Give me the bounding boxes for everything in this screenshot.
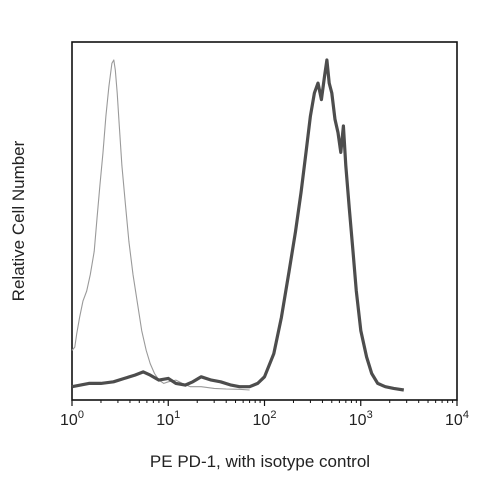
histogram-series-2 <box>71 58 405 392</box>
y-axis-label: Relative Cell Number <box>9 140 28 301</box>
x-tick-label: 101 <box>156 409 180 429</box>
x-tick-label: 100 <box>60 409 84 429</box>
plot-frame <box>71 41 458 401</box>
x-tick-label: 102 <box>253 409 277 429</box>
x-tick-label: 103 <box>349 409 373 429</box>
series-layer <box>71 58 405 392</box>
x-axis-label: PE PD-1, with isotype control <box>150 452 370 471</box>
histogram-series-1 <box>71 59 250 391</box>
x-axis-ticks: 100 101 102 103 104 <box>60 400 469 429</box>
x-tick-label: 104 <box>445 409 469 429</box>
